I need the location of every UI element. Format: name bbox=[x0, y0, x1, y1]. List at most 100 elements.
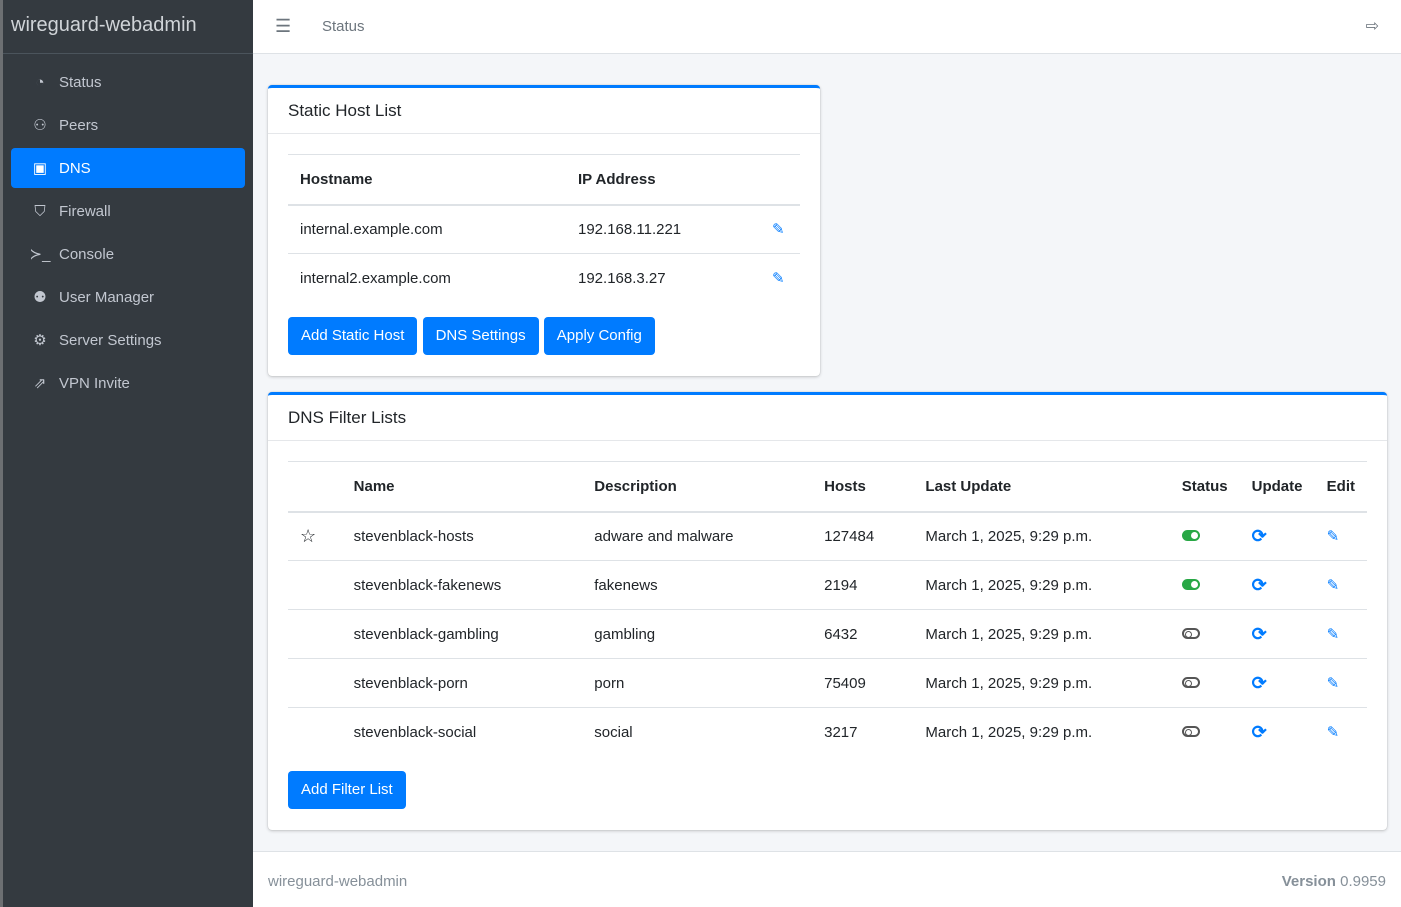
toggle-off-icon[interactable] bbox=[1181, 676, 1200, 688]
add-filter-list-button[interactable]: Add Filter List bbox=[288, 770, 406, 809]
hostname: internal.example.com bbox=[288, 204, 566, 254]
filter-description: porn bbox=[582, 658, 813, 708]
users-icon: ⚉ bbox=[33, 289, 47, 306]
table-row: ☆ stevenblack-hosts adware and malware 1… bbox=[288, 511, 1367, 561]
footer-brand: wireguard-webadmin bbox=[268, 873, 408, 890]
filter-hosts: 75409 bbox=[812, 658, 914, 708]
ip-address: 192.168.3.27 bbox=[578, 269, 666, 287]
brand-link[interactable]: wireguard-webadmin bbox=[3, 0, 253, 54]
col-header: Name bbox=[341, 461, 583, 513]
cogs-icon: ⚙ bbox=[33, 332, 47, 349]
dns-settings-button[interactable]: DNS Settings bbox=[422, 316, 539, 355]
star-icon[interactable]: ☆ bbox=[300, 525, 317, 546]
table-row: stevenblack-fakenews fakenews 2194 March… bbox=[288, 560, 1367, 610]
footer: wireguard-webadmin Version 0.9959 bbox=[253, 851, 1401, 907]
topbar: ☰ Status ⇨ bbox=[253, 0, 1401, 54]
sidebar-item-label: Console bbox=[59, 245, 115, 263]
dns-filter-card: DNS Filter Lists Name Description Hosts Las… bbox=[268, 392, 1387, 830]
filter-description: social bbox=[594, 723, 633, 741]
refresh-icon[interactable]: ⟳ bbox=[1239, 511, 1315, 561]
sidebar: wireguard-webadmin ◔ Status ⚇ Peers ▣ DNS ⛉ Fir… bbox=[0, 0, 253, 907]
sidebar-item-label: User Manager bbox=[59, 288, 155, 306]
filter-name: stevenblack-social bbox=[353, 723, 477, 741]
ip-address: 192.168.11.221 bbox=[566, 204, 760, 254]
share-icon: ⇗ bbox=[33, 375, 47, 392]
toggle-on-icon[interactable] bbox=[1181, 578, 1200, 590]
table-row: stevenblack-porn porn 75409 March 1, 202… bbox=[288, 658, 1367, 708]
edit-icon[interactable]: ✎ bbox=[1314, 511, 1367, 561]
logout-icon[interactable]: ⇨ bbox=[1365, 18, 1379, 35]
sidebar-item-console[interactable]: ≻_ Console bbox=[11, 234, 245, 274]
filter-last-update: March 1, 2025, 9:29 p.m. bbox=[913, 560, 1170, 610]
sidebar-item-label: VPN Invite bbox=[59, 374, 130, 392]
gauge-icon: ◔ bbox=[35, 73, 45, 91]
version-label: Version bbox=[1281, 873, 1336, 890]
refresh-icon[interactable]: ⟳ bbox=[1239, 658, 1315, 708]
edit-icon[interactable]: ✎ bbox=[1314, 609, 1367, 659]
refresh-icon[interactable]: ⟳ bbox=[1239, 560, 1315, 610]
card-title: Static Host List bbox=[268, 88, 820, 134]
table-row: internal2.example.com 192.168.3.27 ✎ bbox=[288, 254, 800, 303]
version-number: 0.9959 bbox=[1340, 873, 1386, 890]
sidebar-item-label: Server Settings bbox=[59, 331, 162, 349]
filter-name: stevenblack-gambling bbox=[341, 609, 583, 659]
toggle-on-icon[interactable] bbox=[1181, 529, 1200, 541]
col-header: Edit bbox=[1314, 461, 1367, 513]
sidebar-item-status[interactable]: ◔ Status bbox=[11, 62, 245, 102]
edit-icon[interactable]: ✎ bbox=[1314, 560, 1367, 610]
sidebar-item-vpn-invite[interactable]: ⇗ VPN Invite bbox=[11, 363, 245, 403]
sidebar-item-label: DNS bbox=[59, 159, 91, 177]
filter-description: adware and malware bbox=[582, 511, 813, 561]
col-header: Last Update bbox=[913, 461, 1170, 513]
sidebar-item-server-settings[interactable]: ⚙ Server Settings bbox=[11, 320, 245, 360]
users-cog-icon: ⚇ bbox=[33, 117, 47, 134]
filter-name: stevenblack-fakenews bbox=[341, 560, 583, 610]
filter-hosts: 127484 bbox=[812, 511, 914, 561]
refresh-icon[interactable]: ⟳ bbox=[1251, 721, 1267, 742]
breadcrumb[interactable]: Status bbox=[322, 18, 365, 35]
sidebar-item-user-manager[interactable]: ⚉ User Manager bbox=[11, 277, 245, 317]
shield-icon: ⛉ bbox=[34, 202, 46, 220]
table-row: internal.example.com 192.168.11.221 ✎ bbox=[288, 204, 800, 254]
sidebar-item-label: Firewall bbox=[59, 202, 111, 220]
col-header bbox=[288, 461, 342, 513]
filter-last-update: March 1, 2025, 9:29 p.m. bbox=[913, 609, 1170, 659]
edit-icon[interactable]: ✎ bbox=[760, 204, 800, 254]
filter-name: stevenblack-porn bbox=[341, 658, 583, 708]
filter-description: fakenews bbox=[582, 560, 813, 610]
sidebar-item-peers[interactable]: ⚇ Peers bbox=[11, 105, 245, 145]
sidebar-item-dns[interactable]: ▣ DNS bbox=[11, 148, 245, 188]
table-row: stevenblack-social social 3217 March 1, … bbox=[288, 708, 1367, 757]
apply-config-button[interactable]: Apply Config bbox=[543, 316, 655, 355]
address-book-icon: ▣ bbox=[32, 160, 48, 177]
col-hostname: Hostname bbox=[288, 154, 566, 206]
col-header: Hosts bbox=[812, 461, 914, 513]
col-ip: IP Address bbox=[566, 154, 760, 206]
col-header: Status bbox=[1169, 461, 1240, 513]
edit-icon[interactable]: ✎ bbox=[1314, 658, 1367, 708]
add-static-host-button[interactable]: Add Static Host bbox=[288, 316, 418, 355]
sidebar-item-firewall[interactable]: ⛉ Firewall bbox=[11, 191, 245, 231]
table-row: stevenblack-gambling gambling 6432 March… bbox=[288, 609, 1367, 659]
sidebar-item-label: Peers bbox=[59, 116, 99, 134]
sidebar-nav: ◔ Status ⚇ Peers ▣ DNS ⛉ Firewall ≻_ Console ⚉ User… bbox=[3, 54, 253, 414]
col-header: Description bbox=[582, 461, 813, 513]
static-host-table: Hostname IP Address internal.example.com… bbox=[288, 154, 800, 303]
filter-hosts: 2194 bbox=[812, 560, 914, 610]
terminal-icon: ≻_ bbox=[29, 246, 51, 263]
toggle-off-icon[interactable] bbox=[1181, 627, 1200, 639]
refresh-icon[interactable]: ⟳ bbox=[1239, 609, 1315, 659]
filter-last-update: March 1, 2025, 9:29 p.m. bbox=[913, 511, 1170, 561]
filter-name: stevenblack-hosts bbox=[341, 511, 583, 561]
edit-icon[interactable]: ✎ bbox=[1326, 724, 1340, 742]
static-host-card: Static Host List Hostname IP Address int… bbox=[268, 85, 820, 376]
filter-hosts: 3217 bbox=[824, 723, 858, 741]
filter-description: gambling bbox=[582, 609, 813, 659]
card-title: DNS Filter Lists bbox=[268, 395, 1387, 441]
hostname: internal2.example.com bbox=[300, 269, 451, 287]
edit-icon[interactable]: ✎ bbox=[772, 270, 785, 288]
menu-toggle-icon[interactable]: ☰ bbox=[275, 16, 292, 36]
toggle-off-icon[interactable] bbox=[1181, 725, 1200, 737]
filter-list-table: Name Description Hosts Last Update Status Upd… bbox=[288, 461, 1367, 757]
filter-hosts: 6432 bbox=[812, 609, 914, 659]
